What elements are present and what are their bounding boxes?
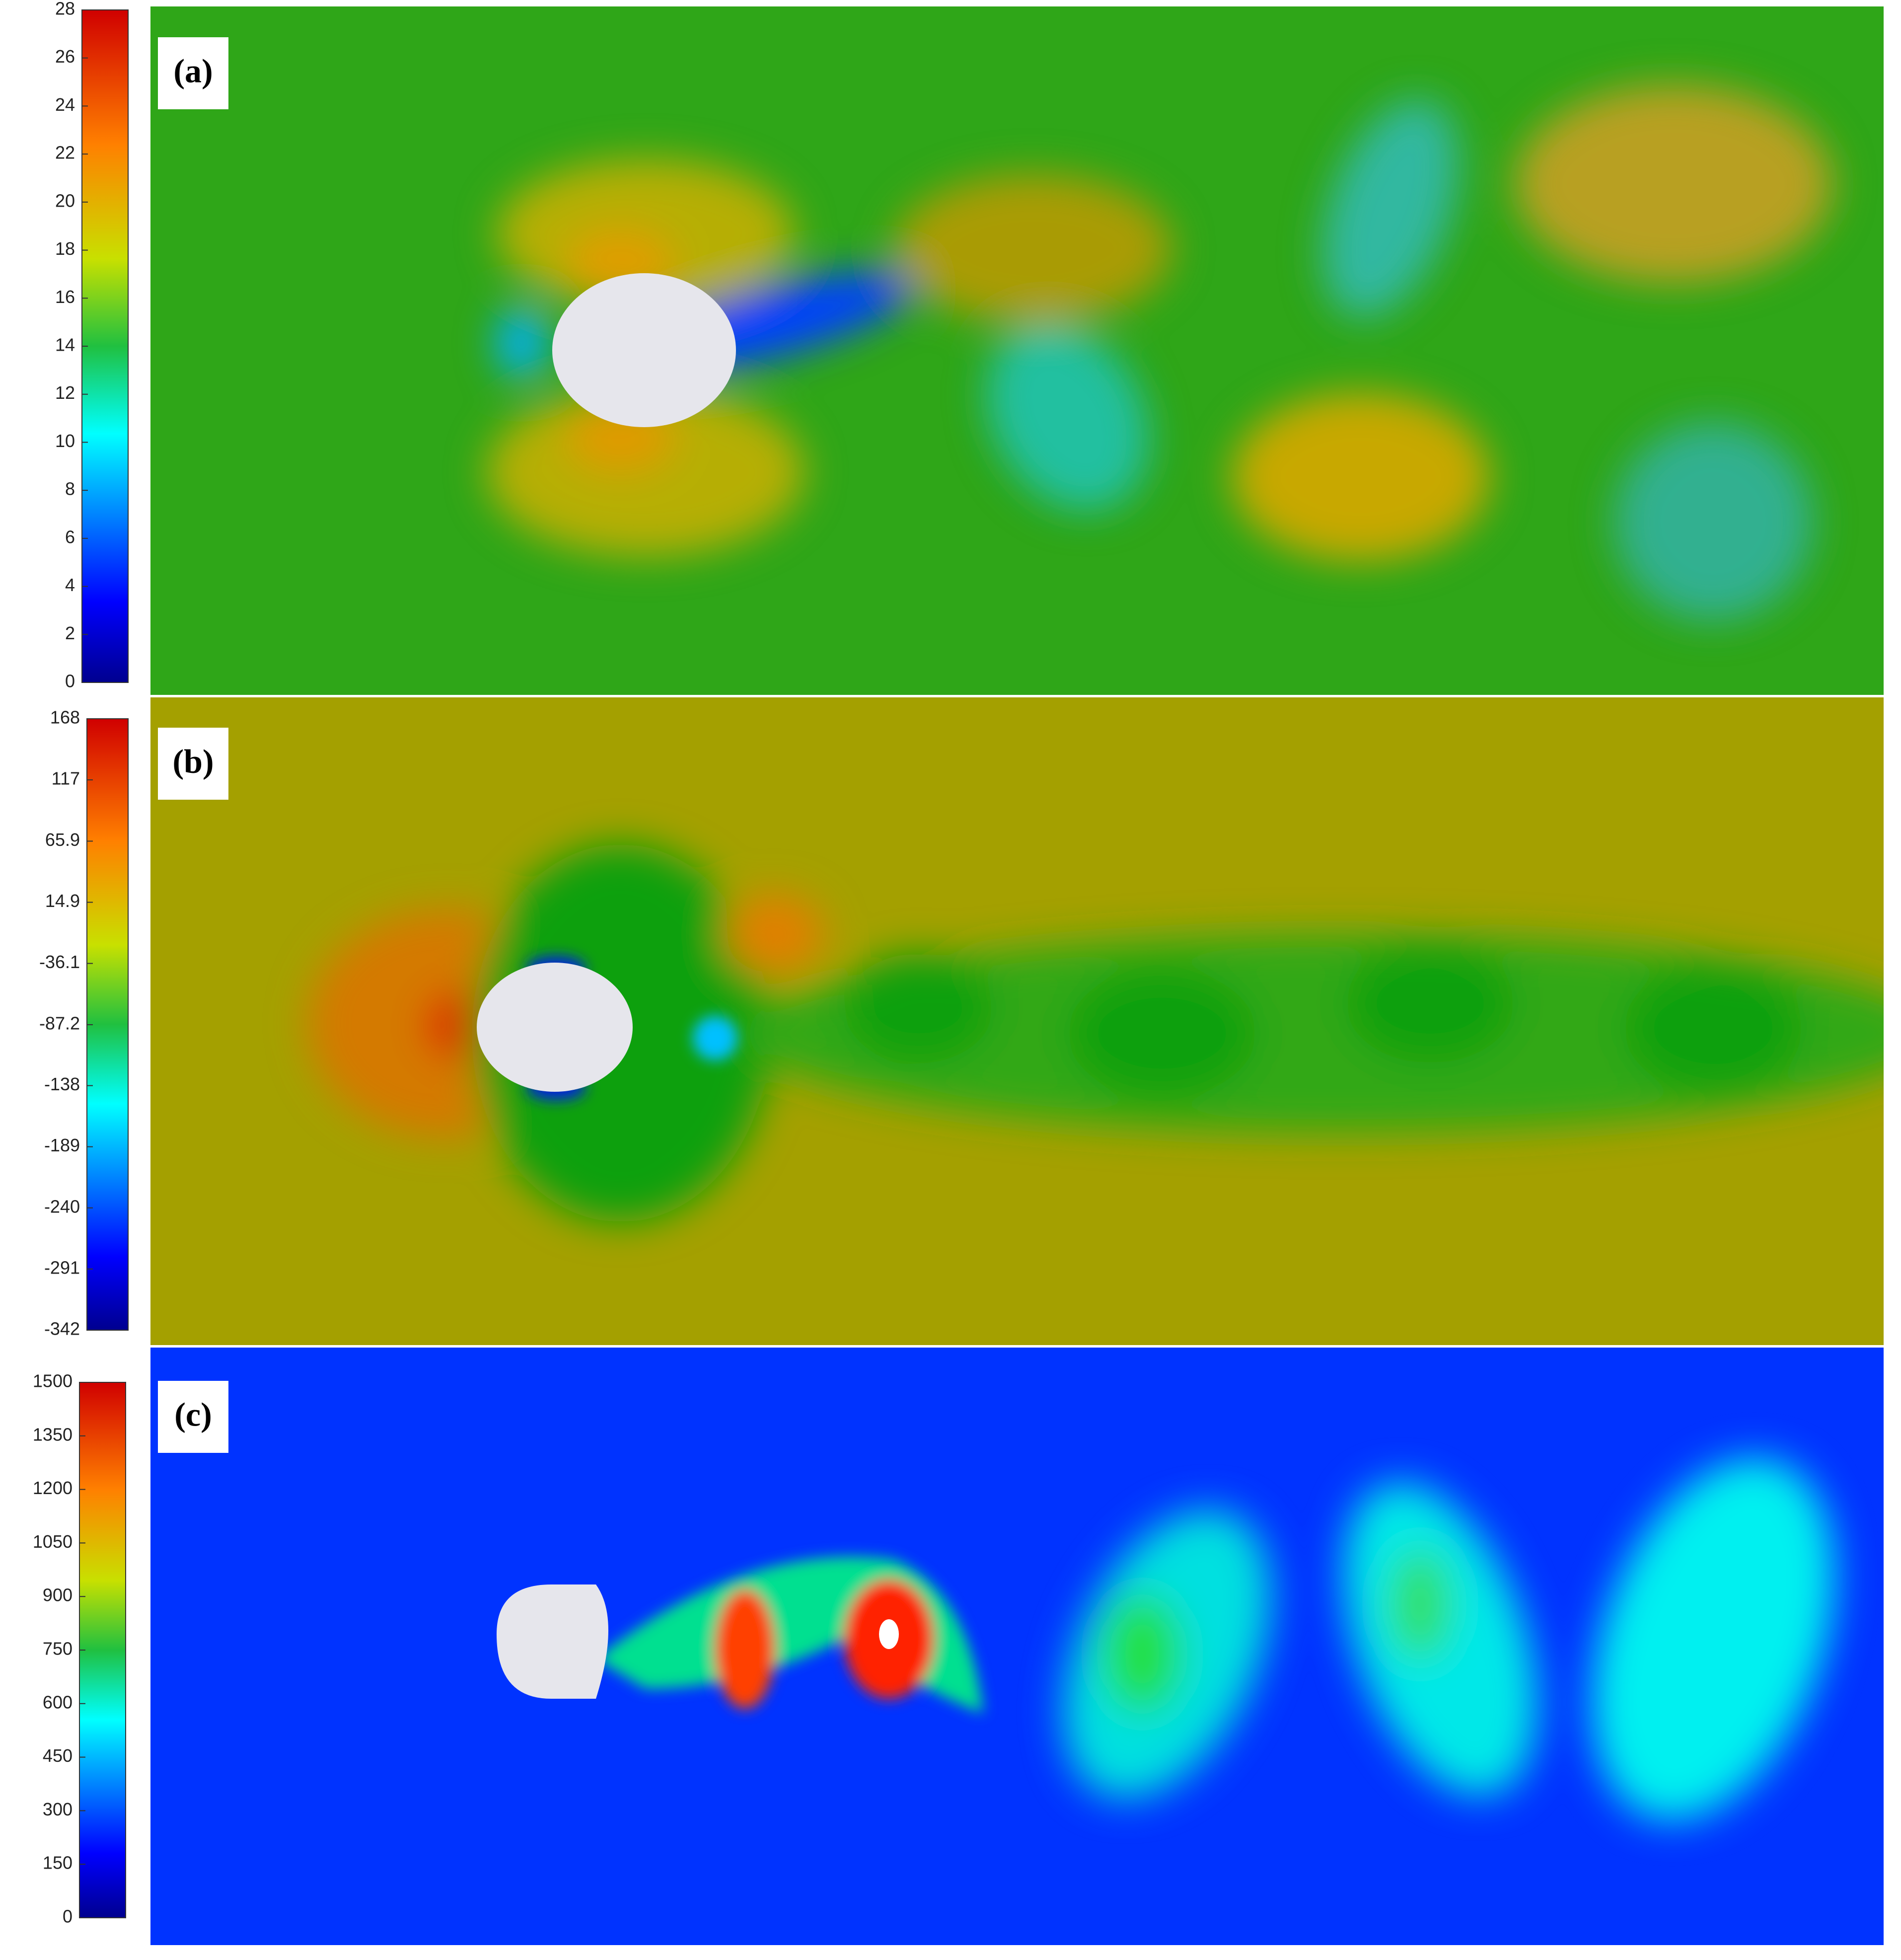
colorbar-tick-label: -291 xyxy=(44,1257,80,1278)
panel-label: (b) xyxy=(172,743,214,780)
panel-label-box xyxy=(158,728,228,800)
colorbar-tick-label: 28 xyxy=(55,0,75,19)
colorbar-tick-label: 1050 xyxy=(33,1531,73,1552)
colorbar-tick-label: -240 xyxy=(44,1196,80,1216)
colorbar-tick-label: 750 xyxy=(43,1639,73,1659)
colorbar-tick-label: 8 xyxy=(65,479,75,499)
colorbar-tick-label: 16 xyxy=(55,287,75,307)
colorbar-tick-label: 22 xyxy=(55,143,75,163)
panel-label-box xyxy=(158,37,228,109)
colorbar-tick-label: 18 xyxy=(55,238,75,259)
colorbar-tick-label: 300 xyxy=(43,1799,73,1819)
colorbar-tick-label: -189 xyxy=(44,1135,80,1155)
colorbar-tick-label: 0 xyxy=(65,671,75,691)
colorbar xyxy=(86,718,129,1331)
colorbar-tick-label: 12 xyxy=(55,382,75,403)
colorbar-tick-label: 1350 xyxy=(33,1424,73,1444)
colorbar-tick-label: 1200 xyxy=(33,1478,73,1498)
colorbar-tick-label: 6 xyxy=(65,527,75,547)
colorbar-tick-label: 2 xyxy=(65,623,75,643)
panel-label-box xyxy=(158,1381,228,1453)
colorbar-tick-label: 24 xyxy=(55,94,75,115)
colorbar-tick-label: -138 xyxy=(44,1074,80,1094)
colorbar-tick-label: 26 xyxy=(55,46,75,67)
colorbar xyxy=(79,1382,126,1918)
colorbar-tick-label: 168 xyxy=(50,707,80,728)
colorbar-tick-label: 65.9 xyxy=(45,829,80,850)
colorbar-tick-label: -36.1 xyxy=(39,952,80,972)
field-c xyxy=(150,1348,1884,1945)
colorbar xyxy=(81,9,129,683)
colorbar-tick-label: 14 xyxy=(55,335,75,355)
colorbar-tick-label: 1500 xyxy=(33,1371,73,1391)
colorbar-tick-label: -342 xyxy=(44,1319,80,1339)
colorbar-tick-label: 0 xyxy=(63,1906,73,1927)
panel-label: (c) xyxy=(174,1396,212,1433)
colorbar-tick-label: 600 xyxy=(43,1692,73,1712)
colorbar-tick-label: 150 xyxy=(43,1853,73,1873)
colorbar-tick-label: 20 xyxy=(55,190,75,211)
field-a xyxy=(150,6,1884,695)
panel-label: (a) xyxy=(173,52,213,90)
colorbar-tick-label: 4 xyxy=(65,575,75,595)
colorbar-tick-label: 117 xyxy=(52,768,80,789)
colorbar-tick-label: 14.9 xyxy=(45,891,80,911)
colorbar-tick-label: -87.2 xyxy=(39,1013,80,1033)
colorbar-tick-label: 10 xyxy=(55,431,75,451)
field-b xyxy=(150,697,1884,1345)
colorbar-tick-label: 900 xyxy=(43,1585,73,1605)
colorbar-tick-label: 450 xyxy=(43,1745,73,1766)
